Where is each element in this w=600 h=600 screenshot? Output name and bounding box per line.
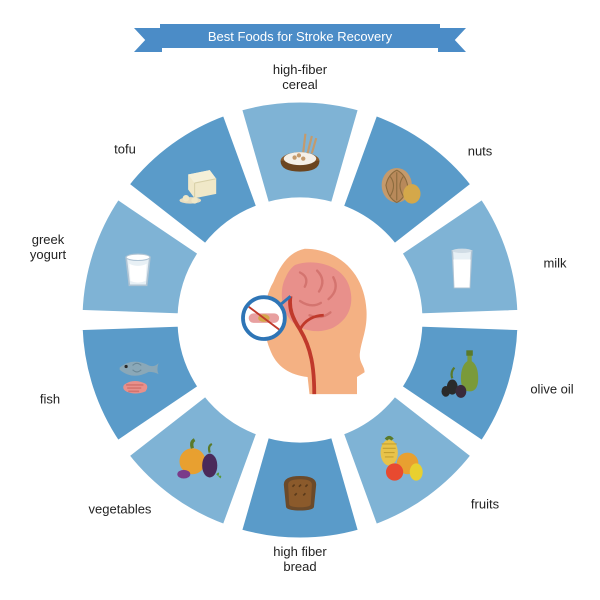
oliveoil-icon — [435, 346, 489, 400]
label-cereal: high-fiber cereal — [273, 63, 327, 93]
nuts-icon — [373, 155, 427, 209]
banner-body: Best Foods for Stroke Recovery — [160, 24, 440, 48]
label-nuts: nuts — [468, 145, 493, 160]
label-fish: fish — [40, 393, 60, 408]
label-tofu: tofu — [114, 143, 136, 158]
yogurt-icon — [111, 240, 165, 294]
label-yogurt: greek yogurt — [30, 233, 66, 263]
label-oliveoil: olive oil — [530, 383, 573, 398]
label-fruits: fruits — [471, 498, 499, 513]
title-banner: Best Foods for Stroke Recovery — [120, 20, 480, 52]
bread-icon — [273, 463, 327, 517]
banner-ribbon-left — [134, 28, 162, 52]
food-wheel — [80, 100, 520, 540]
label-bread: high fiber bread — [273, 545, 326, 575]
milk-icon — [435, 240, 489, 294]
banner-ribbon-right — [438, 28, 466, 52]
page-title: Best Foods for Stroke Recovery — [208, 29, 392, 44]
cereal-icon — [273, 123, 327, 177]
label-milk: milk — [543, 257, 566, 272]
head-brain-icon — [205, 225, 395, 415]
label-vegetables: vegetables — [89, 503, 152, 518]
vegetables-icon — [173, 431, 227, 485]
tofu-icon — [173, 155, 227, 209]
fruits-icon — [373, 431, 427, 485]
center-illustration — [190, 210, 410, 430]
fish-icon — [111, 346, 165, 400]
